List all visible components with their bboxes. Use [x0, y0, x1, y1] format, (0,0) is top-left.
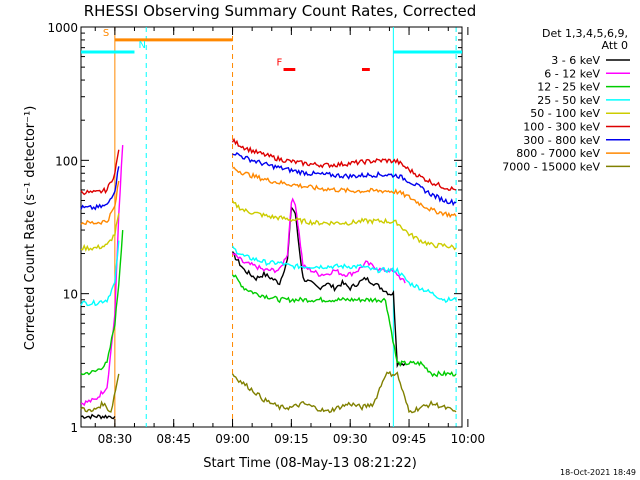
series-line-6-1	[232, 152, 457, 207]
x-tick-label: 09:45	[392, 432, 427, 446]
series-line-8-0	[80, 373, 120, 413]
legend-label: 100 - 300 keV	[523, 121, 600, 134]
legend-header-0: Det 1,3,4,5,6,9,	[542, 27, 628, 40]
series-line-7-1	[232, 166, 457, 219]
status-bar-label-N: N	[138, 40, 145, 51]
series-line-1-1	[231, 197, 406, 284]
legend-label: 50 - 100 keV	[530, 107, 600, 120]
series-line-6-0	[80, 166, 120, 211]
x-axis-label: Start Time (08-May-13 08:21:22)	[203, 456, 417, 471]
vertical-markers	[114, 27, 457, 427]
series-line-4-1	[231, 200, 457, 251]
series-line-3-1	[231, 245, 457, 304]
data-series	[80, 137, 457, 420]
x-axis-ticks: 08:30 08:45 09:00 09:15 09:30 09:45 10:00	[94, 27, 486, 446]
x-tick-label: 09:30	[333, 432, 368, 446]
status-bar-label-F: F	[277, 58, 283, 69]
series-line-2-0	[80, 230, 124, 376]
x-tick-label: 08:45	[156, 432, 191, 446]
legend-label: 12 - 25 keV	[537, 81, 600, 94]
plot-frame	[80, 26, 463, 428]
legend-label: 300 - 800 keV	[523, 134, 600, 147]
legend-label: 3 - 6 keV	[551, 54, 600, 67]
y-tick-label: 1000	[47, 21, 78, 35]
x-tick-label: 08:30	[98, 432, 133, 446]
y-tick-label: 100	[55, 154, 78, 168]
status-bars: S N F	[81, 28, 462, 72]
series-line-8-1	[231, 370, 457, 414]
status-bar-label-S: S	[103, 28, 109, 39]
series-line-2-1	[231, 274, 457, 378]
legend-label: 800 - 7000 keV	[516, 147, 600, 160]
x-tick-label: 09:15	[274, 432, 309, 446]
series-line-0-1	[231, 205, 406, 369]
series-line-3-0	[80, 240, 120, 307]
legend-label: 6 - 12 keV	[544, 67, 600, 80]
legend-label: 25 - 50 keV	[537, 94, 600, 107]
x-tick-label: 10:00	[451, 432, 486, 446]
x-tick-label: 09:00	[215, 432, 250, 446]
y-axis-label: Corrected Count Rate (s⁻¹ detector⁻¹)	[23, 106, 38, 351]
y-tick-label: 1	[70, 421, 78, 435]
series-line-4-0	[80, 213, 120, 252]
series-line-5-0	[80, 149, 120, 196]
y-axis-ticks: 1 10 100 1000	[47, 21, 462, 435]
y-tick-label: 10	[63, 288, 78, 302]
chart-title: RHESSI Observing Summary Count Rates, Co…	[84, 2, 477, 20]
series-line-0-0	[80, 413, 116, 420]
series-line-7-0	[80, 180, 120, 226]
series-line-5-1	[231, 137, 457, 191]
timestamp: 18-Oct-2021 18:49	[560, 468, 636, 477]
legend-label: 7000 - 15000 keV	[502, 160, 600, 173]
legend-header-1: Att 0	[602, 39, 628, 52]
